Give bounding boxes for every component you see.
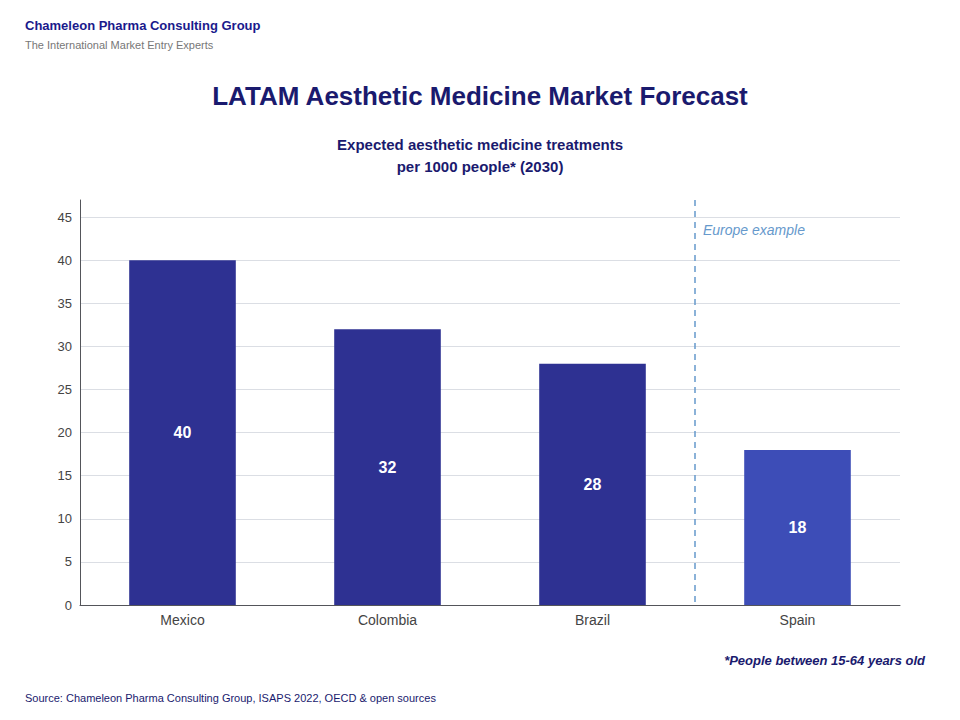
svg-text:15: 15: [58, 468, 72, 483]
svg-text:40: 40: [174, 424, 192, 441]
svg-text:per 1000 people* (2030): per 1000 people* (2030): [397, 158, 564, 175]
svg-text:Brazil: Brazil: [575, 612, 610, 628]
svg-text:Source: Chameleon Pharma Consu: Source: Chameleon Pharma Consulting Grou…: [25, 692, 436, 704]
svg-text:Expected aesthetic medicine tr: Expected aesthetic medicine treatments: [337, 136, 623, 153]
svg-text:Spain: Spain: [780, 612, 816, 628]
svg-text:Colombia: Colombia: [358, 612, 417, 628]
svg-text:20: 20: [58, 425, 72, 440]
svg-text:25: 25: [58, 382, 72, 397]
svg-text:28: 28: [584, 476, 602, 493]
svg-text:40: 40: [58, 253, 72, 268]
svg-text:The International Market Entry: The International Market Entry Experts: [25, 39, 214, 51]
svg-text:10: 10: [58, 511, 72, 526]
svg-text:LATAM Aesthetic Medicine Marke: LATAM Aesthetic Medicine Market Forecast: [212, 81, 748, 111]
svg-text:*People between 15-64 years ol: *People between 15-64 years old: [724, 653, 926, 668]
svg-text:Mexico: Mexico: [160, 612, 205, 628]
svg-text:Chameleon Pharma Consulting Gr: Chameleon Pharma Consulting Group: [25, 18, 261, 33]
svg-text:30: 30: [58, 339, 72, 354]
svg-text:5: 5: [65, 554, 72, 569]
svg-text:18: 18: [789, 519, 807, 536]
svg-text:35: 35: [58, 296, 72, 311]
svg-text:Europe example: Europe example: [703, 222, 805, 238]
svg-text:32: 32: [379, 459, 397, 476]
svg-text:0: 0: [65, 598, 72, 613]
svg-text:45: 45: [58, 210, 72, 225]
